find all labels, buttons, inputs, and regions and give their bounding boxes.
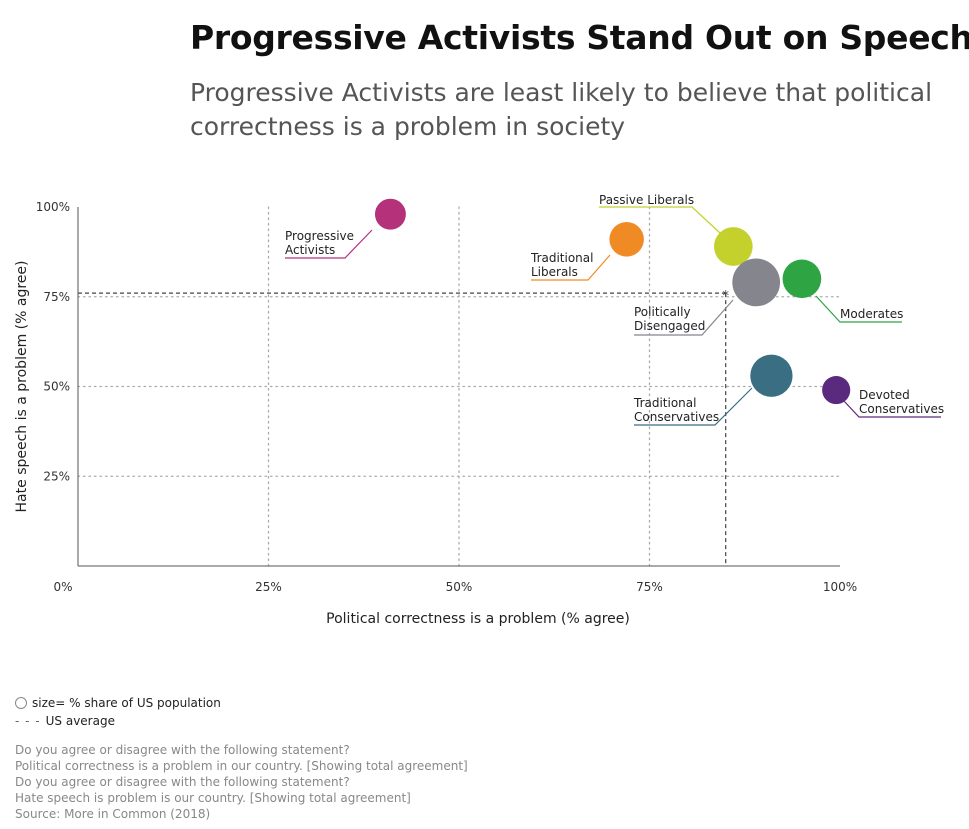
note-line: Do you agree or disagree with the follow… [15, 775, 350, 789]
data-label: Moderates [840, 307, 903, 321]
source-line: Source: More in Common (2018) [15, 807, 211, 821]
survey-notes: Do you agree or disagree with the follow… [15, 742, 468, 822]
data-label: Disengaged [634, 319, 705, 333]
data-label: Traditional [530, 251, 593, 265]
x-tick-label: 100% [823, 580, 857, 594]
x-axis-title: Political correctness is a problem (% ag… [326, 611, 630, 627]
leader-line [634, 299, 734, 336]
chart-title: Progressive Activists Stand Out on Speec… [190, 18, 969, 57]
x-tick-label: 75% [636, 580, 663, 594]
data-point [374, 198, 406, 230]
y-tick-label: 25% [43, 469, 70, 483]
leader-line [599, 206, 721, 234]
x-tick-label: 50% [446, 580, 473, 594]
data-point [750, 354, 793, 397]
y-tick-label: 75% [43, 290, 70, 304]
x-tick-label: 0% [53, 580, 72, 594]
scatter-chart: 0% 25% 50% 75% 100% 25% 50% 75% 100% Political co… [14, 193, 944, 627]
data-label: Devoted [859, 388, 910, 402]
data-label: Politically [634, 305, 691, 319]
data-label: Liberals [531, 265, 578, 279]
data-label: Conservatives [634, 410, 719, 424]
leader-line [285, 229, 373, 259]
leader-line [815, 295, 902, 323]
us-average-marker: * [722, 289, 729, 304]
data-point [782, 259, 822, 299]
data-label: Activists [285, 243, 335, 257]
x-tick-label: 25% [255, 580, 282, 594]
legend: size= % share of US population - - - US … [15, 694, 221, 730]
legend-average-row: - - - US average [15, 712, 221, 730]
leader-line [531, 254, 611, 281]
data-point [822, 376, 851, 405]
data-label: Conservatives [859, 402, 944, 416]
y-tick-label: 100% [36, 200, 70, 214]
y-tick-label: 50% [43, 380, 70, 394]
dashed-line-icon: - - - [15, 714, 41, 728]
leader-line [842, 399, 941, 418]
size-circle-icon [15, 697, 27, 709]
data-point [713, 227, 753, 266]
legend-average-note: US average [45, 714, 115, 728]
note-line: Hate speech is problem is our country. [… [15, 791, 411, 805]
data-point [609, 222, 644, 257]
data-label: Passive Liberals [599, 193, 694, 207]
legend-size-row: size= % share of US population [15, 694, 221, 712]
note-line: Political correctness is a problem in ou… [15, 759, 468, 773]
legend-size-note: size= % share of US population [32, 696, 221, 710]
note-line: Do you agree or disagree with the follow… [15, 743, 350, 757]
data-label: Traditional [633, 396, 696, 410]
leader-line [634, 387, 753, 426]
y-axis-title: Hate speech is a problem (% agree) [14, 261, 30, 513]
data-label: Progressive [285, 229, 354, 243]
chart-subtitle: Progressive Activists are least likely t… [190, 78, 933, 141]
data-point [732, 258, 781, 307]
